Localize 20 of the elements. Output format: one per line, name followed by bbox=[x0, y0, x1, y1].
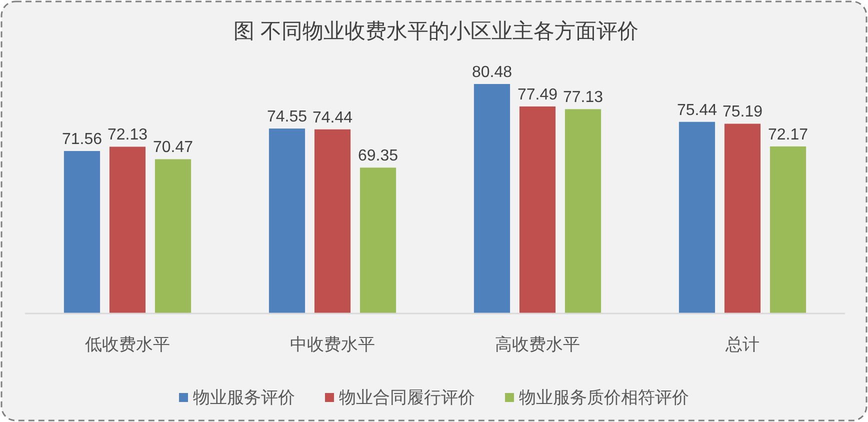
x-tick-label: 高收费水平 bbox=[495, 335, 580, 354]
data-label: 74.55 bbox=[266, 108, 308, 126]
data-label: 77.49 bbox=[517, 86, 558, 104]
data-label: 70.47 bbox=[152, 139, 194, 156]
data-label: 80.48 bbox=[472, 64, 512, 81]
x-tick-label: 低收费水平 bbox=[85, 335, 170, 354]
data-label: 71.56 bbox=[62, 131, 102, 148]
x-tick-label: 总计 bbox=[726, 335, 760, 354]
data-label: 75.19 bbox=[722, 104, 763, 121]
data-label: 72.13 bbox=[107, 126, 148, 144]
data-label: 75.44 bbox=[676, 102, 718, 119]
data-label: 77.13 bbox=[562, 89, 604, 106]
x-tick-label: 中收费水平 bbox=[290, 335, 375, 354]
data-label: 69.35 bbox=[358, 148, 398, 165]
legend-label: 物业合同履行评价 bbox=[339, 388, 475, 407]
title: 图 不同物业收费水平的小区业主各方面评价 bbox=[234, 20, 638, 43]
data-label: 72.17 bbox=[768, 126, 808, 144]
legend-label: 物业服务评价 bbox=[193, 388, 295, 407]
legend-label: 物业服务质价相符评价 bbox=[519, 388, 689, 407]
data-label: 74.44 bbox=[312, 109, 353, 126]
